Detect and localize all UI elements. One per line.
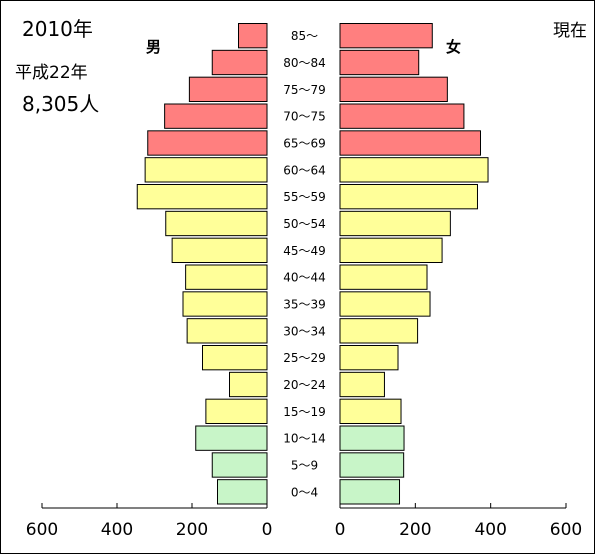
female-bar	[339, 452, 405, 478]
age-group-label: 15～19	[283, 405, 326, 419]
female-series-label: 女	[446, 38, 461, 56]
age-group-label: 30～34	[283, 324, 326, 338]
female-bar	[339, 184, 478, 210]
male-bar	[229, 371, 268, 398]
male-bar	[188, 76, 268, 102]
age-group-label: 5～9	[291, 459, 318, 473]
bars-layer	[136, 23, 489, 505]
female-bar	[339, 398, 402, 425]
age-group-label: 75～79	[283, 83, 326, 97]
male-bar	[171, 237, 268, 263]
age-group-label: 60～64	[283, 163, 326, 177]
x-tick-label: 400	[101, 520, 133, 540]
male-bar	[195, 425, 268, 451]
female-bar	[339, 425, 405, 451]
age-group-label: 40～44	[283, 271, 326, 285]
axes-layer: 600 400 200 0 0 200 400 600	[26, 503, 582, 540]
age-group-label: 70～75	[283, 110, 326, 124]
age-group-label: 45～49	[283, 244, 326, 258]
x-tick-label: 200	[399, 520, 431, 540]
female-bar	[339, 130, 481, 156]
x-tick-label: 0	[335, 520, 346, 540]
male-bar	[182, 291, 268, 317]
female-bar	[339, 49, 420, 76]
male-bar	[238, 23, 268, 49]
age-group-label: 25～29	[283, 351, 326, 365]
male-bar	[202, 345, 268, 371]
female-bar	[339, 157, 489, 183]
female-bar	[339, 371, 385, 398]
male-bar	[164, 103, 268, 129]
age-group-label: 85～	[291, 29, 318, 43]
era-label: 平成22年	[15, 63, 88, 83]
age-group-label: 0～4	[291, 485, 318, 499]
male-bar	[205, 398, 268, 425]
female-bar	[339, 237, 443, 263]
female-bar	[339, 264, 428, 290]
female-bar	[339, 291, 431, 317]
x-tick-label: 600	[550, 520, 582, 540]
male-bar	[165, 210, 268, 237]
current-label: 現在	[553, 21, 587, 41]
male-bar	[144, 157, 268, 183]
male-bar	[217, 479, 268, 505]
age-group-label: 65～69	[283, 137, 326, 151]
male-bar	[147, 130, 268, 156]
age-group-label: 50～54	[283, 217, 326, 231]
male-bar	[136, 184, 268, 210]
age-group-label: 20～24	[283, 378, 326, 392]
female-bar	[339, 76, 448, 102]
female-bar	[339, 345, 399, 371]
male-bar	[186, 318, 268, 344]
age-labels-layer: 0～4 5～9 10～14 15～19 20～24 25～29 30～34 35～39 40～4…	[283, 29, 326, 499]
x-tick-label: 400	[474, 520, 506, 540]
age-group-label: 80～84	[283, 56, 326, 70]
male-bar	[185, 264, 268, 290]
female-bar	[339, 479, 401, 505]
female-bar	[339, 23, 433, 49]
x-tick-label: 600	[26, 520, 58, 540]
x-tick-label: 0	[262, 520, 273, 540]
year-label: 2010年	[22, 17, 93, 41]
male-series-label: 男	[146, 38, 161, 56]
age-group-label: 35～39	[283, 298, 326, 312]
female-bar	[339, 210, 451, 237]
male-bar	[211, 49, 268, 76]
female-bar	[339, 103, 465, 129]
total-population-label: 8,305人	[22, 92, 99, 116]
age-group-label: 55～59	[283, 190, 326, 204]
x-tick-label: 200	[176, 520, 208, 540]
age-group-label: 10～14	[283, 432, 326, 446]
male-bar	[211, 452, 268, 478]
female-bar	[339, 318, 419, 344]
